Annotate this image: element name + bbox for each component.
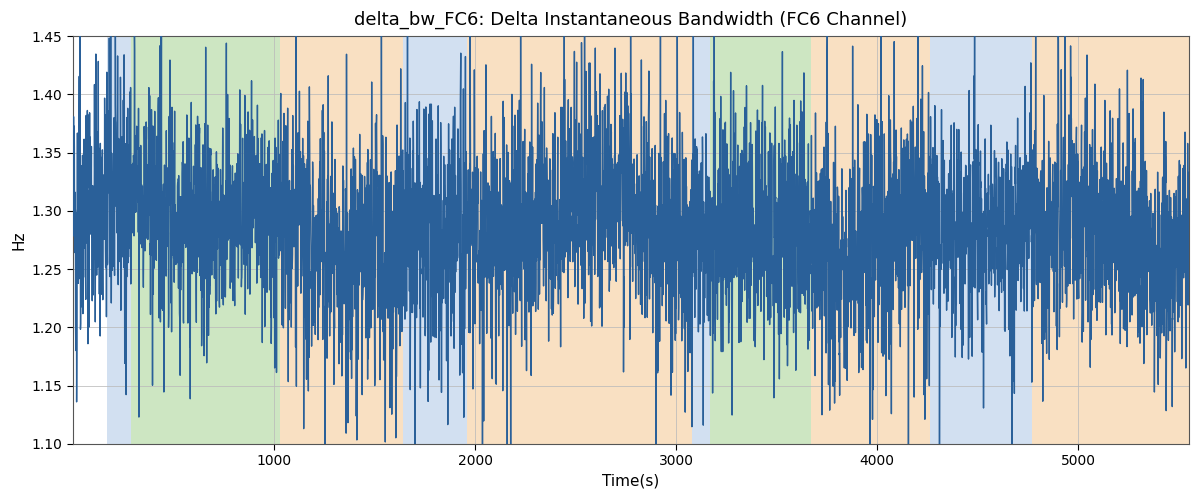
Bar [692, 36, 710, 444]
Bar [467, 36, 692, 444]
X-axis label: Time(s): Time(s) [602, 474, 660, 489]
Bar [1032, 36, 1189, 444]
Bar [710, 36, 811, 444]
Bar [131, 36, 280, 444]
Title: delta_bw_FC6: Delta Instantaneous Bandwidth (FC6 Channel): delta_bw_FC6: Delta Instantaneous Bandwi… [354, 11, 907, 30]
Bar [930, 36, 1032, 444]
Bar [280, 36, 403, 444]
Y-axis label: Hz: Hz [11, 230, 26, 250]
Bar [403, 36, 467, 444]
Bar [811, 36, 930, 444]
Bar [107, 36, 131, 444]
